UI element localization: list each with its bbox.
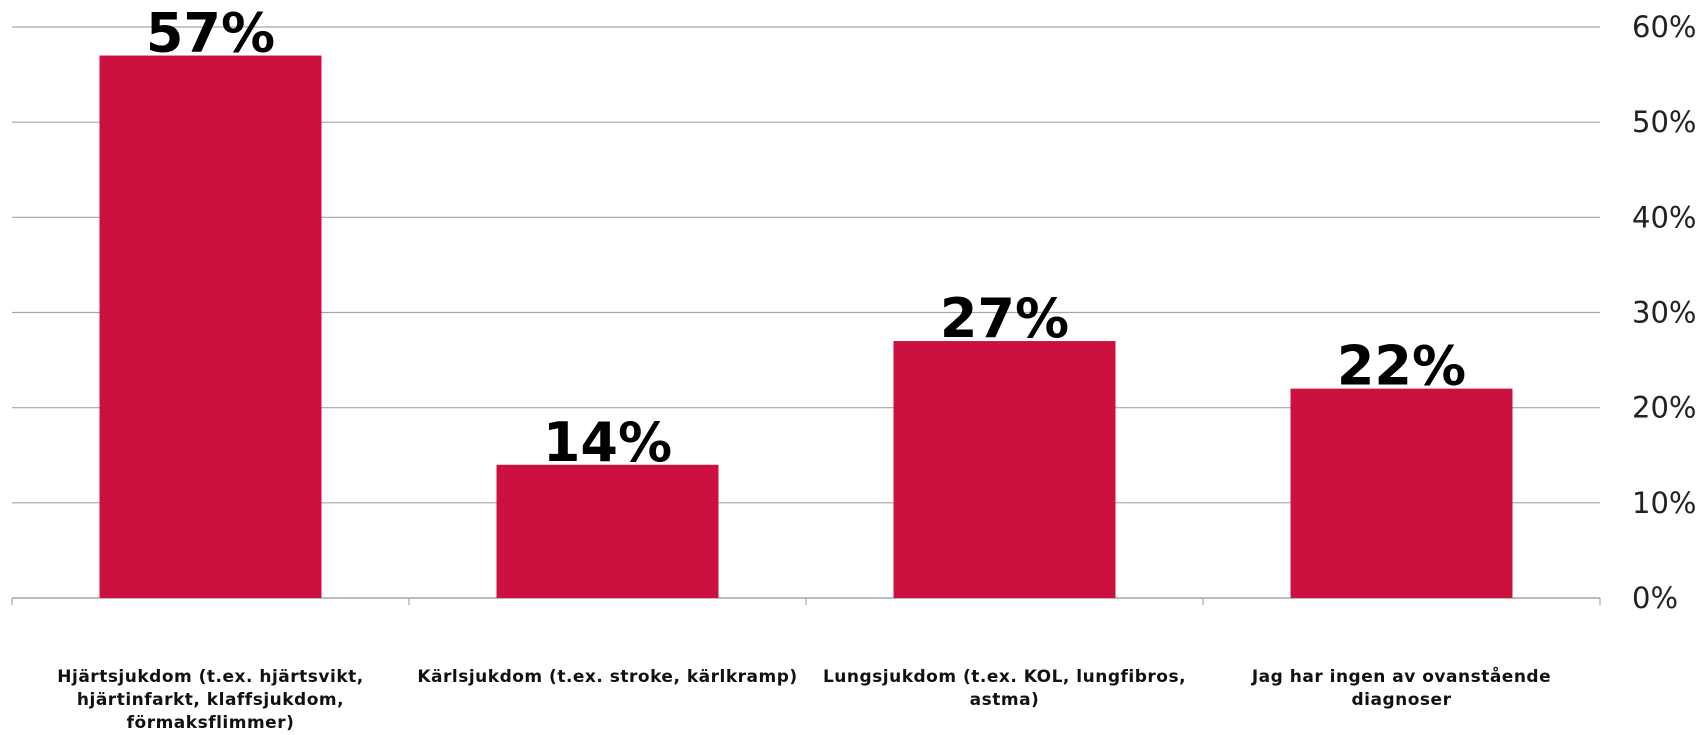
data-label: 22% <box>1337 335 1466 398</box>
bar <box>1290 388 1513 598</box>
x-tick-label-no-diagnosis: Jag har ingen av ovanstående diagnoser <box>1251 667 1552 710</box>
data-label: 14% <box>543 411 672 474</box>
x-tick-label-heart-disease: Hjärtsjukdom (t.ex. hjärtsvikt, hjärtinf… <box>57 667 364 733</box>
bars <box>99 55 1513 599</box>
x-tick-label-lung-disease: Lungsjukdom (t.ex. KOL, lungfibros, astm… <box>822 667 1187 710</box>
x-tick-label-vascular-disease: Kärlsjukdom (t.ex. stroke, kärlkramp) <box>417 667 798 687</box>
y-tick-label: 40% <box>1632 200 1696 234</box>
y-tick-label: 0% <box>1632 581 1678 615</box>
bar <box>893 341 1116 598</box>
y-tick-label: 60% <box>1632 10 1696 44</box>
bar <box>496 464 719 598</box>
y-tick-label: 50% <box>1632 105 1696 139</box>
data-label: 57% <box>146 2 275 65</box>
bar <box>99 55 322 599</box>
y-tick-label: 30% <box>1632 296 1696 330</box>
data-labels: 57% 14% 27% 22% <box>146 2 1466 474</box>
y-tick-label: 10% <box>1632 486 1696 520</box>
y-axis-ticks: 0% 10% 20% 30% 40% 50% 60% <box>1632 10 1696 615</box>
data-label: 27% <box>940 287 1069 350</box>
y-tick-label: 20% <box>1632 391 1696 425</box>
